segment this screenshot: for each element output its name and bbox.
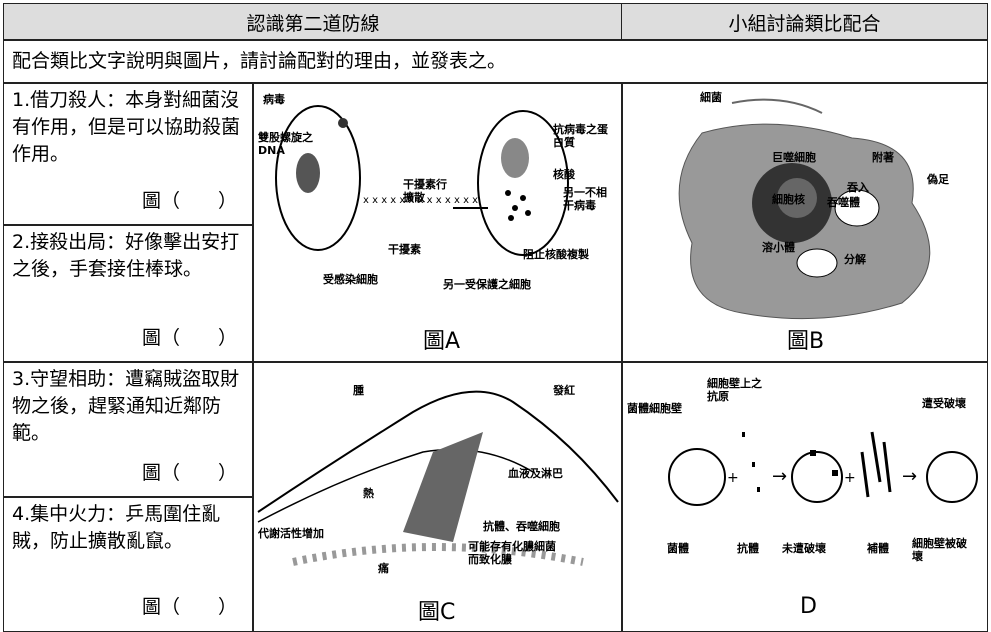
- figure-label: 代謝活性增加: [258, 527, 324, 540]
- figure-label: 干擾素: [388, 243, 421, 256]
- figure-label: 附著: [872, 151, 894, 164]
- figure-label: 抗病毒之蛋白質: [553, 123, 608, 149]
- header-cell: 小組討論類比配合: [621, 3, 988, 41]
- figure-label: 病毒: [263, 93, 285, 106]
- instruction-cell: 配合類比文字說明與圖片，請討論配對的理由，並發表之。: [3, 39, 988, 84]
- figure-label: 抗體: [737, 542, 759, 555]
- figure-label: 補體: [867, 542, 889, 555]
- item-text: 2.接殺出局：好像擊出安打之後，手套接住棒球。: [12, 231, 240, 280]
- item-answer: 圖（ ）: [141, 462, 237, 484]
- svg-text:+: +: [727, 470, 739, 486]
- figure-caption: D: [800, 594, 817, 619]
- figure-label: 巨噬細胞: [772, 151, 816, 164]
- figure-c-drawing: [257, 390, 619, 566]
- header-cell: 認識第二道防線: [3, 3, 623, 41]
- item-text: 3.守望相助：遭竊賊盜取財物之後，趕緊通知近鄰防範。: [12, 368, 240, 444]
- figure-label: 吞入: [847, 181, 869, 194]
- figure-label: 遭受破壞: [922, 397, 966, 410]
- instruction: 配合類比文字說明與圖片，請討論配對的理由，並發表之。: [12, 50, 507, 72]
- svg-text:x x x x x x x x x x x x x: x x x x x x x x x x x x x: [363, 195, 478, 206]
- item-answer: 圖（ ）: [141, 190, 237, 212]
- figure-label: 吞噬體: [827, 196, 860, 209]
- figure-cell: x x x x x x x x x x x x x 病毒雙股螺旋之DNA 干擾素行…: [252, 82, 623, 363]
- figure-label: 分解: [844, 253, 866, 266]
- figure-label: 受感染細胞: [323, 273, 378, 286]
- figure-d-drawing: + → + →: [668, 431, 978, 506]
- figure-label: 細菌: [700, 91, 722, 104]
- item-cell: 3.守望相助：遭竊賊盜取財物之後，趕緊通知近鄰防範。圖（ ）: [3, 361, 254, 498]
- item-cell: 4.集中火力：乒馬圍住亂賊，防止擴散亂竄。圖（ ）: [3, 496, 254, 632]
- figure-label: 阻止核酸複製: [523, 248, 589, 261]
- figure-label: 菌體: [667, 542, 689, 555]
- figure-b-drawing: [678, 98, 931, 320]
- figure-label: 偽足: [927, 173, 949, 186]
- figure-a-drawing: x x x x x x x x x x x x x: [275, 105, 569, 256]
- figure-label: 溶小體: [762, 241, 795, 254]
- figure-label: 未遭破壞: [782, 542, 826, 555]
- svg-text:+: +: [844, 470, 856, 486]
- figure-label: 抗體、吞噬細胞: [483, 520, 560, 533]
- figure-label: 核酸: [553, 168, 575, 181]
- figure-label: 可能存有化膿細菌而致化膿: [468, 540, 556, 566]
- figure-caption: 圖B: [787, 329, 825, 354]
- figure-caption: 圖A: [423, 329, 461, 354]
- figure-label: 發紅: [553, 384, 575, 397]
- figure-label: 另一不相干病毒: [563, 186, 607, 212]
- figure-cell: + → + → 菌體細胞壁 細胞壁上之抗原遭受破壞菌體 抗體 未遭破壞 補體 細胞壁被破壞 D: [621, 361, 988, 632]
- item-text: 1.借刀殺人：本身對細菌沒有作用，但是可以協助殺菌作用。: [12, 89, 241, 165]
- figure-label: 菌體細胞壁: [627, 402, 682, 415]
- figure-label: 干擾素行擴散: [403, 178, 447, 204]
- item-text: 4.集中火力：乒馬圍住亂賊，防止擴散亂竄。: [12, 503, 221, 552]
- figure-label: 細胞壁上之抗原: [707, 377, 762, 403]
- item-answer: 圖（ ）: [141, 327, 237, 349]
- figure-label: 腫: [353, 384, 364, 397]
- figure-cell: 腫 發紅熱 血液及淋巴代謝活性增加痛 抗體、吞噬細胞可能存有化膿細菌而致化膿圖C: [252, 361, 623, 632]
- figure-label: 血液及淋巴: [508, 467, 563, 480]
- header-title: 認識第二道防線: [246, 12, 380, 35]
- figure-label: 熱: [363, 487, 374, 500]
- figure-label: 痛: [378, 562, 389, 575]
- item-cell: 1.借刀殺人：本身對細菌沒有作用，但是可以協助殺菌作用。圖（ ）: [3, 82, 254, 226]
- header-right-title: 小組討論類比配合: [728, 12, 881, 35]
- figure-label: 雙股螺旋之DNA: [258, 131, 313, 157]
- figure-label: 另一受保護之細胞: [443, 278, 531, 291]
- item-answer: 圖（ ）: [141, 596, 237, 618]
- figure-label: 細胞核: [772, 193, 805, 206]
- svg-text:→: →: [902, 466, 917, 487]
- item-cell: 2.接殺出局：好像擊出安打之後，手套接住棒球。圖（ ）: [3, 224, 254, 363]
- figure-cell: 細菌附著 巨噬細胞偽足細胞核 吞入吞噬體溶小體分解圖B: [621, 82, 988, 363]
- svg-text:→: →: [772, 466, 787, 487]
- figure-label: 細胞壁被破壞: [912, 537, 967, 563]
- figure-caption: 圖C: [418, 600, 456, 625]
